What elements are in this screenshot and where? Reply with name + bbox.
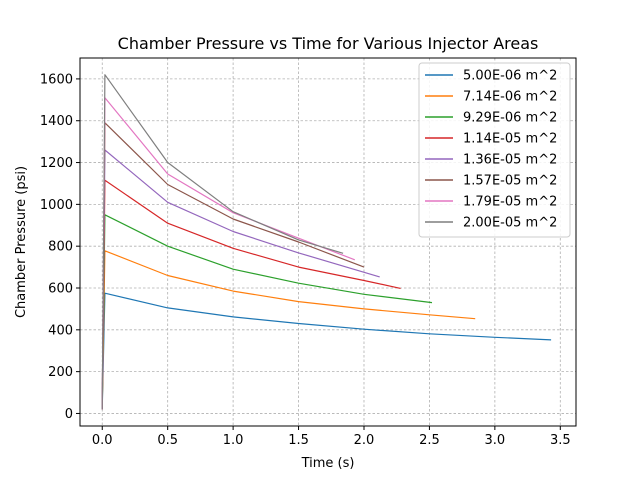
legend-label: 9.29E-06 m^2 (463, 111, 557, 126)
series-line-5 (101, 149, 380, 410)
y-tick-label: 600 (48, 282, 73, 297)
legend-box (418, 62, 571, 238)
series-line-8 (101, 74, 344, 410)
y-axis-label: Chamber Pressure (psi) (14, 166, 29, 318)
legend-label: 1.79E-05 m^2 (463, 195, 557, 210)
x-tick-label: 3.5 (550, 433, 571, 448)
x-tick-label: 0.5 (157, 433, 178, 448)
y-tick-label: 0 (65, 407, 73, 422)
y-tick-label: 200 (48, 365, 73, 380)
legend-label: 1.57E-05 m^2 (463, 174, 557, 189)
legend: 5.00E-06 m^2 7.14E-06 m^2 9.29E-06 m^2 1.14… (418, 62, 571, 238)
y-tick-label: 400 (48, 323, 73, 338)
series-line-3 (101, 214, 433, 410)
x-tick-label: 1.5 (288, 433, 309, 448)
series-line-1 (101, 292, 552, 410)
y-tick-label: 800 (48, 240, 73, 255)
y-tick-label: 1000 (40, 198, 73, 213)
y-axis-ticks: 0 200 400 600 800 1000 1200 1400 1600 (40, 72, 80, 422)
x-tick-label: 3.0 (485, 433, 506, 448)
legend-label: 1.36E-05 m^2 (463, 153, 557, 168)
series-lines (101, 74, 552, 410)
y-tick-label: 1600 (40, 72, 73, 87)
x-axis-ticks: 0.0 0.5 1.0 1.5 2.0 2.5 3.0 3.5 (92, 426, 571, 448)
y-tick-label: 1200 (40, 156, 73, 171)
series-line-4 (101, 179, 401, 410)
chart-title: Chamber Pressure vs Time for Various Inj… (118, 34, 539, 53)
legend-label: 7.14E-06 m^2 (463, 90, 557, 105)
x-axis-label: Time (s) (301, 456, 355, 471)
series-line-2 (101, 250, 476, 410)
series-line-7 (101, 97, 356, 410)
x-tick-label: 1.0 (223, 433, 244, 448)
y-tick-label: 1400 (40, 114, 73, 129)
x-tick-label: 0.0 (92, 433, 113, 448)
legend-label: 5.00E-06 m^2 (463, 69, 557, 84)
legend-label: 2.00E-05 m^2 (463, 216, 557, 231)
legend-label: 1.14E-05 m^2 (463, 132, 557, 147)
x-tick-label: 2.5 (419, 433, 440, 448)
plot-frame (79, 57, 577, 427)
x-tick-label: 2.0 (354, 433, 375, 448)
